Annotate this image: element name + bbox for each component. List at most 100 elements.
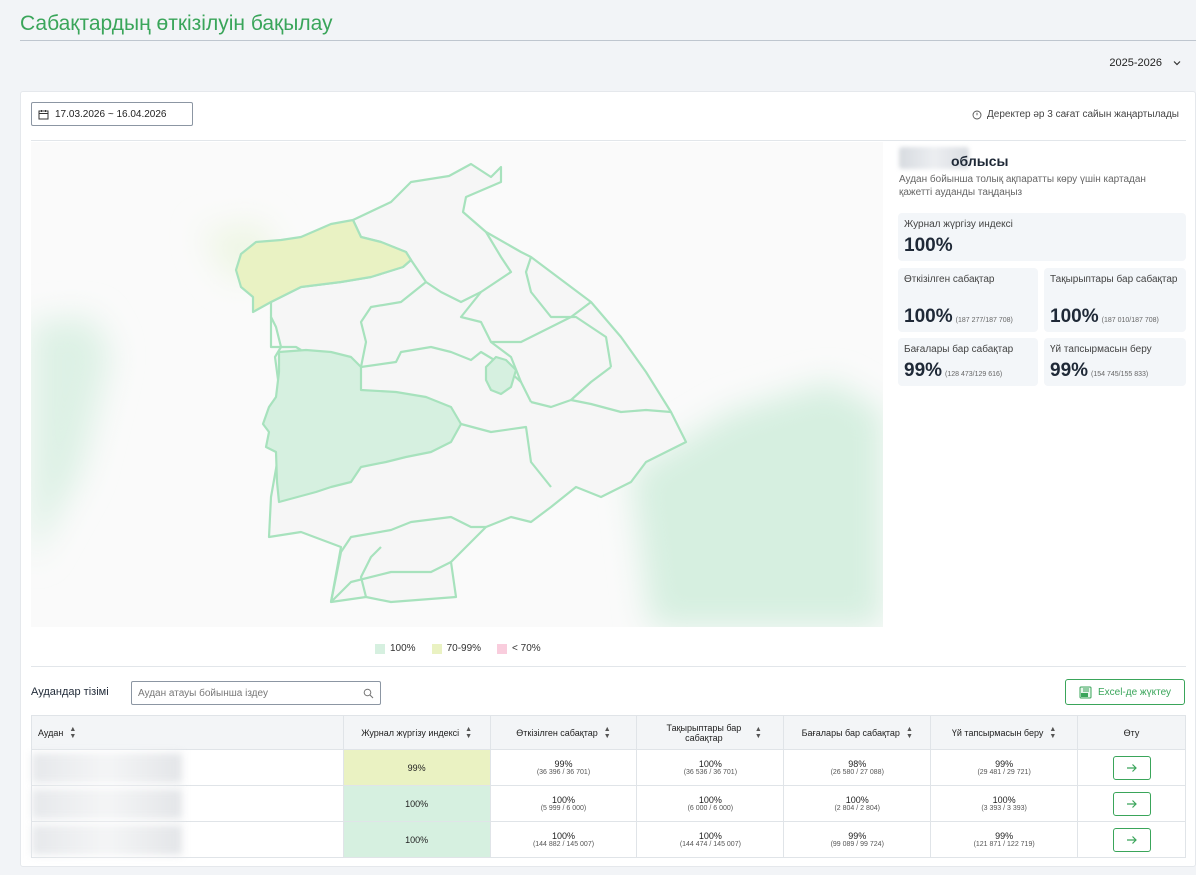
legend-item: 70-99% — [431, 643, 481, 654]
grades-cell: 100% (2 804 / 2 804) — [783, 785, 932, 822]
cell-detail: (5 999 / 6 000) — [540, 805, 587, 812]
column-district[interactable]: Аудан ▲ ▼ — [31, 715, 344, 750]
go-button[interactable] — [1112, 827, 1151, 852]
district-west[interactable] — [261, 348, 463, 504]
conducted-cell: 100% (144 882 / 145 007) — [489, 821, 638, 858]
stat-value: 99% — [904, 360, 943, 381]
cell-value: 100% — [405, 798, 429, 809]
search-icon[interactable] — [363, 688, 374, 699]
arrow-right-icon — [1126, 799, 1137, 808]
date-range-picker[interactable]: 17.03.2026 ~ 16.04.2026 — [31, 102, 193, 126]
divider — [31, 140, 1186, 141]
region-map-svg — [31, 162, 883, 627]
excel-download-label: Excel-де жүктеу — [1097, 686, 1172, 698]
cell-value: 100% — [698, 759, 722, 769]
legend-item: 100% — [375, 643, 416, 654]
redacted-district-name — [32, 788, 182, 819]
column-journal-index[interactable]: Журнал жүргізу индексі ▲ ▼ — [342, 715, 491, 750]
stat-value: 99% — [1050, 360, 1089, 381]
stat-label: Тақырыптары бар сабақтар — [1050, 274, 1178, 285]
chevron-down-icon — [1173, 61, 1181, 66]
academic-year-select[interactable]: 2025-2026 — [1109, 57, 1182, 69]
cell-value: 100% — [551, 795, 575, 805]
cell-detail: (26 580 / 27 088) — [830, 769, 884, 776]
table-row: 99% 99% (36 396 / 36 701) 100% (36 536 / 3… — [31, 749, 1186, 786]
stat-homework: Үй тапсырмасын беру 99% (154 745/155 833… — [1044, 338, 1186, 386]
districts-table: Аудан ▲ ▼ Журнал жүргізу индексі ▲ ▼ Өткізіл… — [31, 715, 1186, 858]
go-button[interactable] — [1112, 791, 1151, 816]
clock-icon — [972, 110, 982, 119]
region-name: облысы — [951, 153, 1009, 169]
legend-swatch — [497, 643, 508, 654]
column-label: Өту — [1123, 727, 1140, 738]
stat-detail: (154 745/155 833) — [1091, 371, 1149, 378]
region-hint: Аудан бойынша толық ақпаратты көру үшін … — [899, 174, 1146, 198]
homework-cell: 99% (29 481 / 29 721) — [930, 749, 1079, 786]
cell-detail: (99 089 / 99 724) — [830, 841, 884, 848]
column-homework[interactable]: Үй тапсырмасын беру ▲ ▼ — [930, 715, 1079, 750]
go-cell — [1077, 821, 1186, 858]
stat-label: Журнал жүргізу индексі — [904, 219, 1013, 230]
sort-icon[interactable]: ▲ ▼ — [465, 725, 473, 740]
stat-label: Бағалары бар сабақтар — [904, 344, 1014, 355]
title-divider — [20, 40, 1196, 41]
stat-value: 100% — [904, 306, 953, 327]
journal-index-cell: 100% — [342, 785, 491, 822]
arrow-right-icon — [1126, 835, 1137, 844]
go-cell — [1077, 785, 1186, 822]
city-district[interactable] — [484, 355, 518, 396]
redacted-region-name — [899, 147, 969, 169]
academic-year-value: 2025-2026 — [1109, 57, 1162, 69]
column-topics[interactable]: Тақырыптары бар сабақтар ▲ ▼ — [636, 715, 785, 750]
district-northwest[interactable] — [234, 218, 413, 314]
conducted-cell: 99% (36 396 / 36 701) — [489, 749, 638, 786]
cell-value: 99% — [995, 831, 1014, 841]
column-label: Өткізілген сабақтар — [516, 727, 598, 738]
topics-cell: 100% (144 474 / 145 007) — [636, 821, 785, 858]
district-name-cell[interactable] — [31, 749, 344, 786]
districts-title: Аудандар тізімі — [31, 686, 109, 698]
cell-detail: (121 871 / 122 719) — [973, 841, 1035, 848]
legend-item: < 70% — [497, 643, 541, 654]
map-legend: 100% 70-99% < 70% — [375, 643, 541, 654]
sort-icon[interactable]: ▲ ▼ — [603, 725, 611, 740]
cell-value: 98% — [848, 759, 867, 769]
cell-detail: (3 393 / 3 393) — [981, 805, 1027, 812]
district-search[interactable] — [131, 681, 381, 705]
divider — [31, 666, 1186, 667]
column-label: Бағалары бар сабақтар — [801, 727, 900, 738]
cell-detail: (6 000 / 6 000) — [687, 805, 734, 812]
cell-value: 99% — [554, 759, 573, 769]
legend-label: 100% — [390, 643, 416, 654]
district-search-input[interactable] — [138, 687, 348, 699]
region-map[interactable] — [31, 142, 883, 627]
cell-value: 99% — [848, 831, 867, 841]
column-label: Журнал жүргізу индексі — [361, 727, 460, 738]
date-range-value: 17.03.2026 ~ 16.04.2026 — [55, 108, 167, 120]
district-name-cell[interactable] — [31, 785, 344, 822]
cell-detail: (36 536 / 36 701) — [683, 769, 738, 776]
sort-icon[interactable]: ▲ ▼ — [754, 725, 762, 740]
stat-label: Өткізілген сабақтар — [904, 274, 995, 285]
column-grades[interactable]: Бағалары бар сабақтар ▲ ▼ — [783, 715, 932, 750]
cell-detail: (36 396 / 36 701) — [536, 769, 591, 776]
stat-journal-index: Журнал жүргізу индексі 100% — [898, 213, 1186, 261]
update-note: Деректер әр 3 сағат сайын жаңартылады — [972, 109, 1179, 120]
cell-detail: (144 882 / 145 007) — [532, 841, 595, 848]
district-name-cell[interactable] — [31, 821, 344, 858]
grades-cell: 98% (26 580 / 27 088) — [783, 749, 932, 786]
page-title: Сабақтардың өткізілуін бақылау — [20, 12, 333, 35]
excel-download-button[interactable]: Excel-де жүктеу — [1065, 679, 1185, 705]
sort-icon[interactable]: ▲ ▼ — [1049, 725, 1057, 740]
cell-value: 99% — [995, 759, 1014, 769]
arrow-right-icon — [1126, 763, 1137, 772]
sort-icon[interactable]: ▲ ▼ — [69, 725, 77, 740]
legend-label: < 70% — [512, 643, 541, 654]
sort-icon[interactable]: ▲ ▼ — [905, 725, 913, 740]
cell-value: 100% — [551, 831, 575, 841]
go-button[interactable] — [1112, 755, 1151, 780]
column-conducted[interactable]: Өткізілген сабақтар ▲ ▼ — [489, 715, 638, 750]
grades-cell: 99% (99 089 / 99 724) — [783, 821, 932, 858]
neighbor-regions — [31, 222, 883, 627]
journal-index-cell: 100% — [342, 821, 491, 858]
